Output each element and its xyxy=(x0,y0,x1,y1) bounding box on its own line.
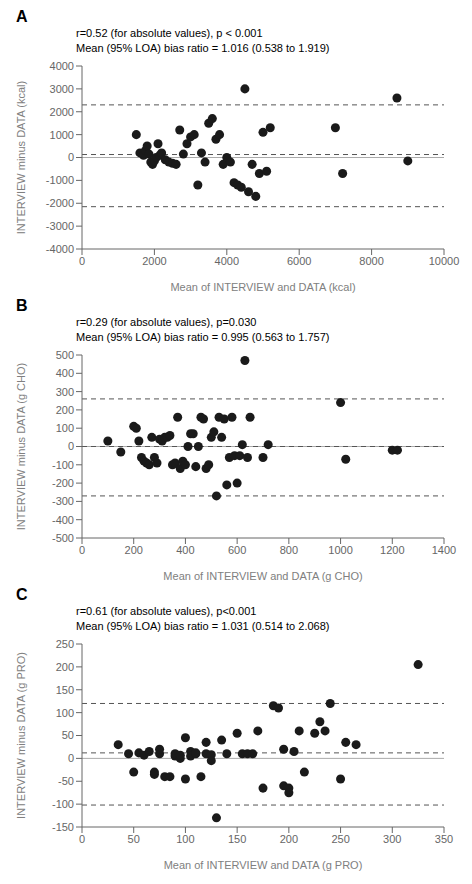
svg-text:250: 250 xyxy=(56,638,74,650)
svg-text:1000: 1000 xyxy=(50,129,74,141)
svg-text:-100: -100 xyxy=(52,798,74,810)
svg-text:500: 500 xyxy=(56,349,74,361)
svg-text:Mean of INTERVIEW and DATA (kc: Mean of INTERVIEW and DATA (kcal) xyxy=(170,281,355,293)
svg-text:Mean of INTERVIEW and DATA (g: Mean of INTERVIEW and DATA (g PRO) xyxy=(164,859,363,871)
svg-text:-400: -400 xyxy=(52,514,74,526)
svg-text:6000: 6000 xyxy=(287,255,311,267)
html-text:Mean (95% LOA) bias ratio = 1.: Mean (95% LOA) bias ratio = 1.016 (0.538… xyxy=(76,42,330,54)
svg-text:0: 0 xyxy=(79,833,85,845)
svg-text:INTERVIEW minus DATA (g PRO): INTERVIEW minus DATA (g PRO) xyxy=(15,652,27,819)
html-text:r=0.29 (for absolute values),: r=0.29 (for absolute values), p=0.030 xyxy=(76,316,257,328)
svg-text:-2000: -2000 xyxy=(46,197,74,209)
svg-text:8000: 8000 xyxy=(359,255,383,267)
svg-text:10000: 10000 xyxy=(429,255,460,267)
svg-text:-100: -100 xyxy=(52,459,74,471)
svg-text:200: 200 xyxy=(56,661,74,673)
svg-text:INTERVIEW minus DATA (g CHO): INTERVIEW minus DATA (g CHO) xyxy=(15,363,27,530)
svg-text:50: 50 xyxy=(62,729,74,741)
svg-text:150: 150 xyxy=(56,684,74,696)
svg-text:0: 0 xyxy=(79,544,85,556)
svg-text:200: 200 xyxy=(56,404,74,416)
svg-text:2000: 2000 xyxy=(50,106,74,118)
svg-text:-4000: -4000 xyxy=(46,243,74,255)
svg-text:400: 400 xyxy=(176,544,194,556)
html-text:r=0.52 (for absolute values),: r=0.52 (for absolute values), p < 0.001 xyxy=(76,27,263,39)
svg-text:200: 200 xyxy=(280,833,298,845)
svg-text:-200: -200 xyxy=(52,477,74,489)
svg-text:350: 350 xyxy=(435,833,453,845)
html-text:Mean (95% LOA) bias ratio = 0.: Mean (95% LOA) bias ratio = 0.995 (0.563… xyxy=(76,331,330,343)
html-text:C: C xyxy=(16,586,28,603)
svg-text:3000: 3000 xyxy=(50,83,74,95)
svg-text:4000: 4000 xyxy=(215,255,239,267)
svg-text:0: 0 xyxy=(79,255,85,267)
svg-text:200: 200 xyxy=(125,544,143,556)
svg-text:150: 150 xyxy=(228,833,246,845)
svg-text:400: 400 xyxy=(56,367,74,379)
svg-text:1000: 1000 xyxy=(328,544,352,556)
svg-text:0: 0 xyxy=(68,752,74,764)
svg-text:-150: -150 xyxy=(52,821,74,833)
svg-text:0: 0 xyxy=(68,151,74,163)
svg-text:-500: -500 xyxy=(52,532,74,544)
svg-text:1200: 1200 xyxy=(380,544,404,556)
html-text:B: B xyxy=(16,297,28,314)
html-text:A: A xyxy=(16,8,28,25)
svg-text:-50: -50 xyxy=(58,775,74,787)
svg-text:100: 100 xyxy=(56,707,74,719)
svg-text:800: 800 xyxy=(280,544,298,556)
html-text:r=0.61 (for absolute values),: r=0.61 (for absolute values), p<0.001 xyxy=(76,605,257,617)
svg-text:Mean of INTERVIEW and DATA (g: Mean of INTERVIEW and DATA (g CHO) xyxy=(163,570,362,582)
svg-text:-1000: -1000 xyxy=(46,174,74,186)
svg-text:300: 300 xyxy=(383,833,401,845)
svg-text:1400: 1400 xyxy=(432,544,456,556)
svg-text:100: 100 xyxy=(176,833,194,845)
svg-text:4000: 4000 xyxy=(50,60,74,72)
html-text:Mean (95% LOA) bias ratio = 1.: Mean (95% LOA) bias ratio = 1.031 (0.514… xyxy=(76,620,330,632)
svg-text:300: 300 xyxy=(56,386,74,398)
svg-text:-3000: -3000 xyxy=(46,220,74,232)
svg-text:0: 0 xyxy=(68,440,74,452)
svg-text:INTERVIEW minus DATA (kcal): INTERVIEW minus DATA (kcal) xyxy=(15,81,27,234)
svg-text:100: 100 xyxy=(56,422,74,434)
svg-text:2000: 2000 xyxy=(142,255,166,267)
svg-text:-300: -300 xyxy=(52,495,74,507)
svg-text:250: 250 xyxy=(331,833,349,845)
svg-text:50: 50 xyxy=(128,833,140,845)
svg-text:600: 600 xyxy=(228,544,246,556)
